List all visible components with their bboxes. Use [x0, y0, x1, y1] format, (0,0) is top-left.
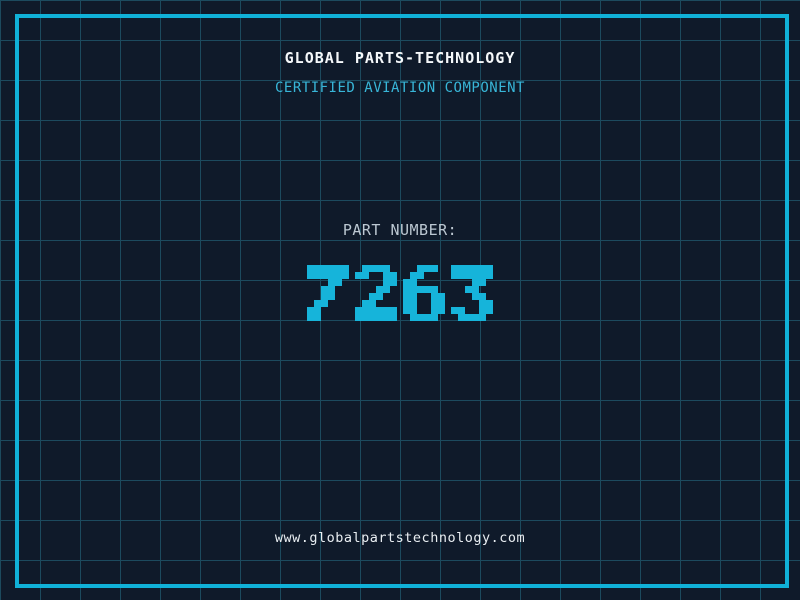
pixel-digit — [307, 265, 349, 321]
company-name: GLOBAL PARTS-TECHNOLOGY — [284, 49, 516, 67]
website-url: www.globalpartstechnology.com — [274, 530, 526, 546]
part-number-label: PART NUMBER: — [342, 221, 458, 239]
pixel-digit — [355, 265, 397, 321]
certification-text: CERTIFIED AVIATION COMPONENT — [274, 80, 525, 96]
part-number-value — [0, 265, 800, 321]
pixel-digit — [451, 265, 493, 321]
pixel-digit — [403, 265, 445, 321]
